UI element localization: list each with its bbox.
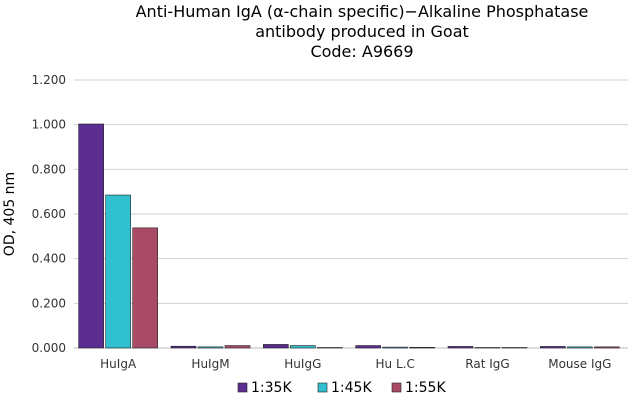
bar-hu-l-c-series-1 — [382, 346, 408, 349]
bar-hu-l-c-series-0 — [355, 345, 381, 349]
y-axis-ticks: 0.000 0.200 0.400 0.600 0.800 1.000 1.200 — [32, 73, 66, 355]
y-tick-label: 0.800 — [32, 162, 66, 176]
bar-huiga-series-0 — [78, 123, 104, 349]
bar-huigm-series-0 — [170, 345, 197, 349]
x-axis-categories: HuIgA HuIgM HuIgG Hu L.C Rat IgG Mouse IgG — [100, 357, 611, 371]
x-category-label: Rat IgG — [465, 357, 509, 371]
legend-swatch — [237, 382, 248, 393]
x-category-label: HuIgG — [284, 357, 321, 371]
x-category-label: HuIgA — [100, 357, 137, 371]
legend-label: 1:45K — [331, 380, 372, 396]
chart-title-line-2: antibody produced in Goat — [255, 22, 469, 41]
chart-title-line-1: Anti-Human IgA (α-chain specific)−Alkali… — [136, 2, 589, 21]
legend-swatch — [317, 382, 328, 393]
bar-huiga-series-1 — [105, 194, 131, 349]
x-category-label: Hu L.C — [376, 357, 415, 371]
chart-title: Anti-Human IgA (α-chain specific)−Alkali… — [136, 2, 589, 61]
bar-huigg-series-1 — [290, 345, 316, 349]
y-tick-label: 1.000 — [32, 118, 66, 132]
legend-item: 1:45K — [317, 380, 372, 396]
chart-title-line-3: Code: A9669 — [310, 42, 413, 61]
x-category-label: Mouse IgG — [548, 357, 611, 371]
bar-mouse-igg-series-1 — [567, 346, 593, 349]
bar-huiga-series-2 — [132, 227, 158, 349]
bar-mouse-igg-series-0 — [540, 346, 566, 349]
bar-huigm-series-1 — [197, 346, 224, 349]
legend-swatch — [391, 382, 402, 393]
bar-hu-l-c-series-2 — [409, 347, 435, 349]
bar-huigg-series-0 — [263, 344, 289, 349]
y-tick-label: 0.600 — [32, 207, 66, 221]
y-tick-label: 0.400 — [32, 252, 66, 266]
legend-label: 1:55K — [405, 380, 446, 396]
bar-rat-igg-series-1 — [474, 347, 501, 349]
x-category-label: HuIgM — [191, 357, 229, 371]
legend-label: 1:35K — [251, 380, 292, 396]
y-tick-label: 0.200 — [32, 296, 66, 310]
y-tick-label: 0.000 — [32, 341, 66, 355]
bar-rat-igg-series-0 — [447, 346, 474, 349]
legend-item: 1:55K — [391, 380, 446, 396]
gridlines — [74, 79, 628, 349]
bar-huigg-series-2 — [317, 347, 343, 349]
legend: 1:35K 1:45K 1:55K — [237, 380, 446, 396]
y-axis-label: OD, 405 nm — [2, 172, 18, 256]
y-tick-label: 1.200 — [32, 73, 66, 87]
bar-rat-igg-series-2 — [501, 347, 528, 349]
bar-mouse-igg-series-2 — [594, 346, 620, 349]
bars — [78, 123, 620, 349]
legend-item: 1:35K — [237, 380, 292, 396]
bar-huigm-series-2 — [224, 345, 251, 349]
